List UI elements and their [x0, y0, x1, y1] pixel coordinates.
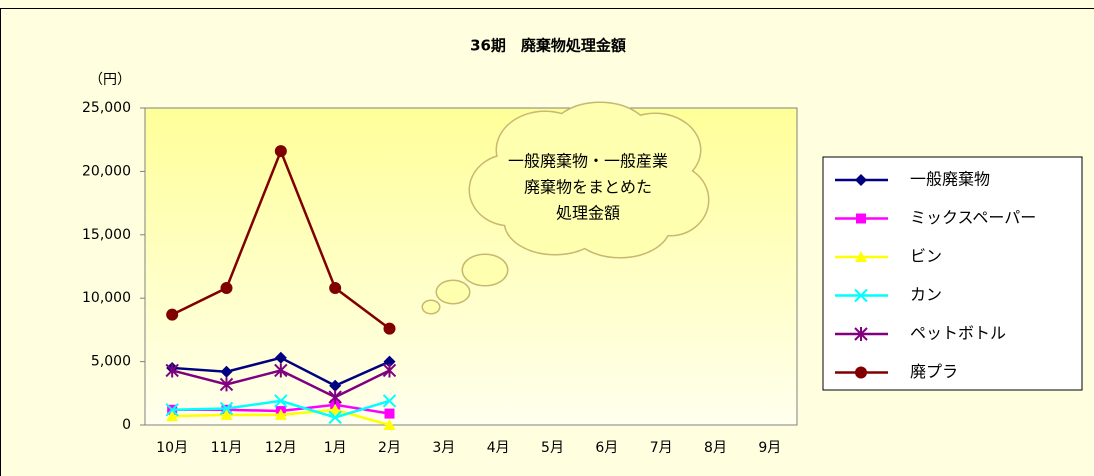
y-tick-label: 0: [122, 417, 131, 433]
legend-marker: [855, 174, 867, 186]
x-tick-label: 11月: [211, 440, 243, 456]
y-tick-label: 20,000: [82, 163, 131, 179]
marker: [382, 363, 397, 378]
marker: [219, 401, 234, 416]
marker: [166, 410, 179, 422]
x-tick-label: 7月: [650, 440, 673, 456]
legend-label: ペットボトル: [910, 324, 1006, 343]
marker: [383, 355, 396, 368]
marker-shape: [274, 408, 287, 420]
y-tick-label: 5,000: [91, 354, 131, 370]
marker-shape: [328, 410, 342, 425]
marker-shape: [274, 351, 287, 364]
marker-shape: [854, 288, 868, 303]
marker: [219, 377, 234, 392]
marker: [166, 308, 179, 321]
chart-title: 36期 廃棄物処理金額: [470, 37, 626, 55]
marker-shape: [274, 145, 287, 158]
marker-shape: [274, 363, 288, 378]
marker-shape: [328, 390, 342, 405]
marker: [165, 403, 179, 417]
marker: [274, 363, 288, 378]
x-tick-label: 8月: [704, 440, 727, 456]
x-tick-label: 6月: [595, 440, 618, 456]
legend-marker: [855, 366, 867, 379]
marker-shape: [219, 377, 234, 392]
marker-shape: [383, 419, 396, 430]
marker: [274, 394, 288, 408]
legend-marker: [854, 288, 868, 303]
legend-label: ビン: [910, 247, 942, 266]
marker-shape: [165, 363, 179, 378]
marker-shape: [382, 363, 397, 378]
marker-shape: [855, 174, 867, 186]
marker-shape: [329, 403, 342, 415]
x-tick-label: 2月: [378, 440, 401, 456]
marker: [329, 403, 342, 415]
marker-shape: [329, 379, 342, 392]
x-tick-label: 5月: [541, 440, 564, 456]
x-tick-label: 1月: [324, 440, 347, 456]
marker: [383, 419, 396, 430]
marker-shape: [220, 282, 233, 295]
legend-label: ミックスペーパー: [910, 208, 1036, 227]
legend-label: カン: [910, 285, 942, 304]
marker: [220, 408, 233, 420]
marker: [328, 390, 342, 405]
x-tick-label: 3月: [432, 440, 455, 456]
marker: [382, 394, 397, 408]
marker-shape: [329, 282, 342, 295]
marker: [329, 379, 342, 392]
marker: [384, 408, 395, 419]
legend-label: 一般廃棄物: [910, 170, 990, 189]
annotation: 廃棄物をまとめた: [524, 178, 652, 197]
marker: [274, 145, 287, 158]
marker-shape: [166, 410, 179, 422]
marker-shape: [382, 394, 397, 408]
legend-label: 廃プラ: [910, 362, 958, 381]
marker-shape: [166, 308, 179, 321]
y-axis-label: （円）: [89, 72, 131, 88]
legend: [822, 156, 1083, 391]
legend-marker: [856, 213, 866, 224]
x-tick-label: 9月: [758, 440, 781, 456]
x-tick-label: 10月: [156, 440, 188, 456]
y-tick-label: 15,000: [82, 227, 131, 243]
y-tick-label: 10,000: [82, 290, 131, 306]
marker-shape: [384, 408, 395, 419]
annotation: 一般廃棄物・一般産業: [508, 152, 668, 171]
marker-shape: [383, 322, 396, 335]
marker-shape: [856, 213, 866, 224]
marker: [165, 363, 179, 378]
marker: [220, 365, 233, 378]
legend-marker: [854, 327, 868, 341]
annotation: 処理金額: [556, 204, 620, 223]
marker-shape: [854, 327, 868, 341]
marker-shape: [165, 403, 179, 417]
marker: [220, 282, 233, 295]
marker: [274, 351, 287, 364]
marker-shape: [855, 251, 867, 262]
legend-marker: [855, 251, 867, 262]
x-tick-label: 4月: [487, 440, 510, 456]
y-tick-label: 25,000: [82, 100, 131, 116]
marker: [329, 282, 342, 295]
marker: [328, 410, 342, 425]
marker-shape: [220, 408, 233, 420]
marker: [383, 322, 396, 335]
x-tick-label: 12月: [265, 440, 297, 456]
marker-shape: [855, 366, 867, 379]
marker-shape: [274, 394, 288, 408]
marker: [274, 408, 287, 420]
marker-shape: [383, 355, 396, 368]
marker-shape: [219, 401, 234, 416]
marker-shape: [220, 365, 233, 378]
